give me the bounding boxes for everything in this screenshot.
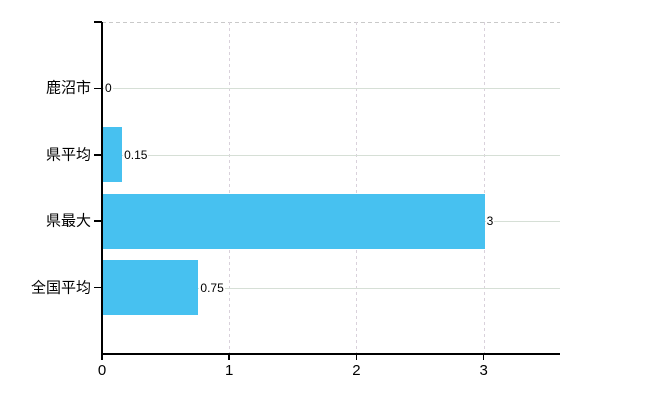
category-label: 県最大 [45, 212, 91, 230]
vertical-gridline [229, 22, 231, 354]
bar [103, 193, 485, 249]
x-tick-label: 2 [352, 362, 361, 379]
x-axis-tick [482, 354, 485, 360]
bar-value-label: 0.75 [199, 280, 225, 295]
horizontal-gridline [102, 154, 560, 156]
y-axis-line [101, 22, 103, 354]
bar [103, 260, 199, 316]
horizontal-gridline [102, 88, 560, 90]
category-label: 県平均 [45, 146, 91, 164]
x-axis-tick [355, 354, 358, 360]
category-label: 鹿沼市 [45, 79, 91, 97]
plot-area: 0 0.15 3 0.75 [102, 22, 560, 354]
bar [103, 127, 123, 183]
vertical-gridline [483, 22, 485, 354]
vertical-gridline [356, 22, 358, 354]
y-axis-tick [94, 154, 102, 156]
y-axis-tick [94, 220, 102, 222]
plot-top-border [102, 22, 560, 23]
horizontal-gridline [102, 287, 560, 289]
x-axis-line [101, 353, 560, 355]
bar-value-label: 3 [485, 214, 495, 229]
x-axis-tick [228, 354, 230, 360]
y-axis-top-tick [94, 21, 102, 23]
bar-value-label: 0.15 [123, 147, 149, 162]
category-label: 全国平均 [30, 279, 91, 297]
x-tick-label: 3 [479, 362, 488, 379]
x-axis-tick [101, 354, 103, 360]
bar-value-label: 0 [104, 81, 113, 96]
y-axis-tick [94, 87, 102, 90]
x-tick-label: 1 [225, 362, 234, 379]
y-axis-tick [94, 286, 102, 289]
x-tick-label: 0 [97, 362, 107, 379]
